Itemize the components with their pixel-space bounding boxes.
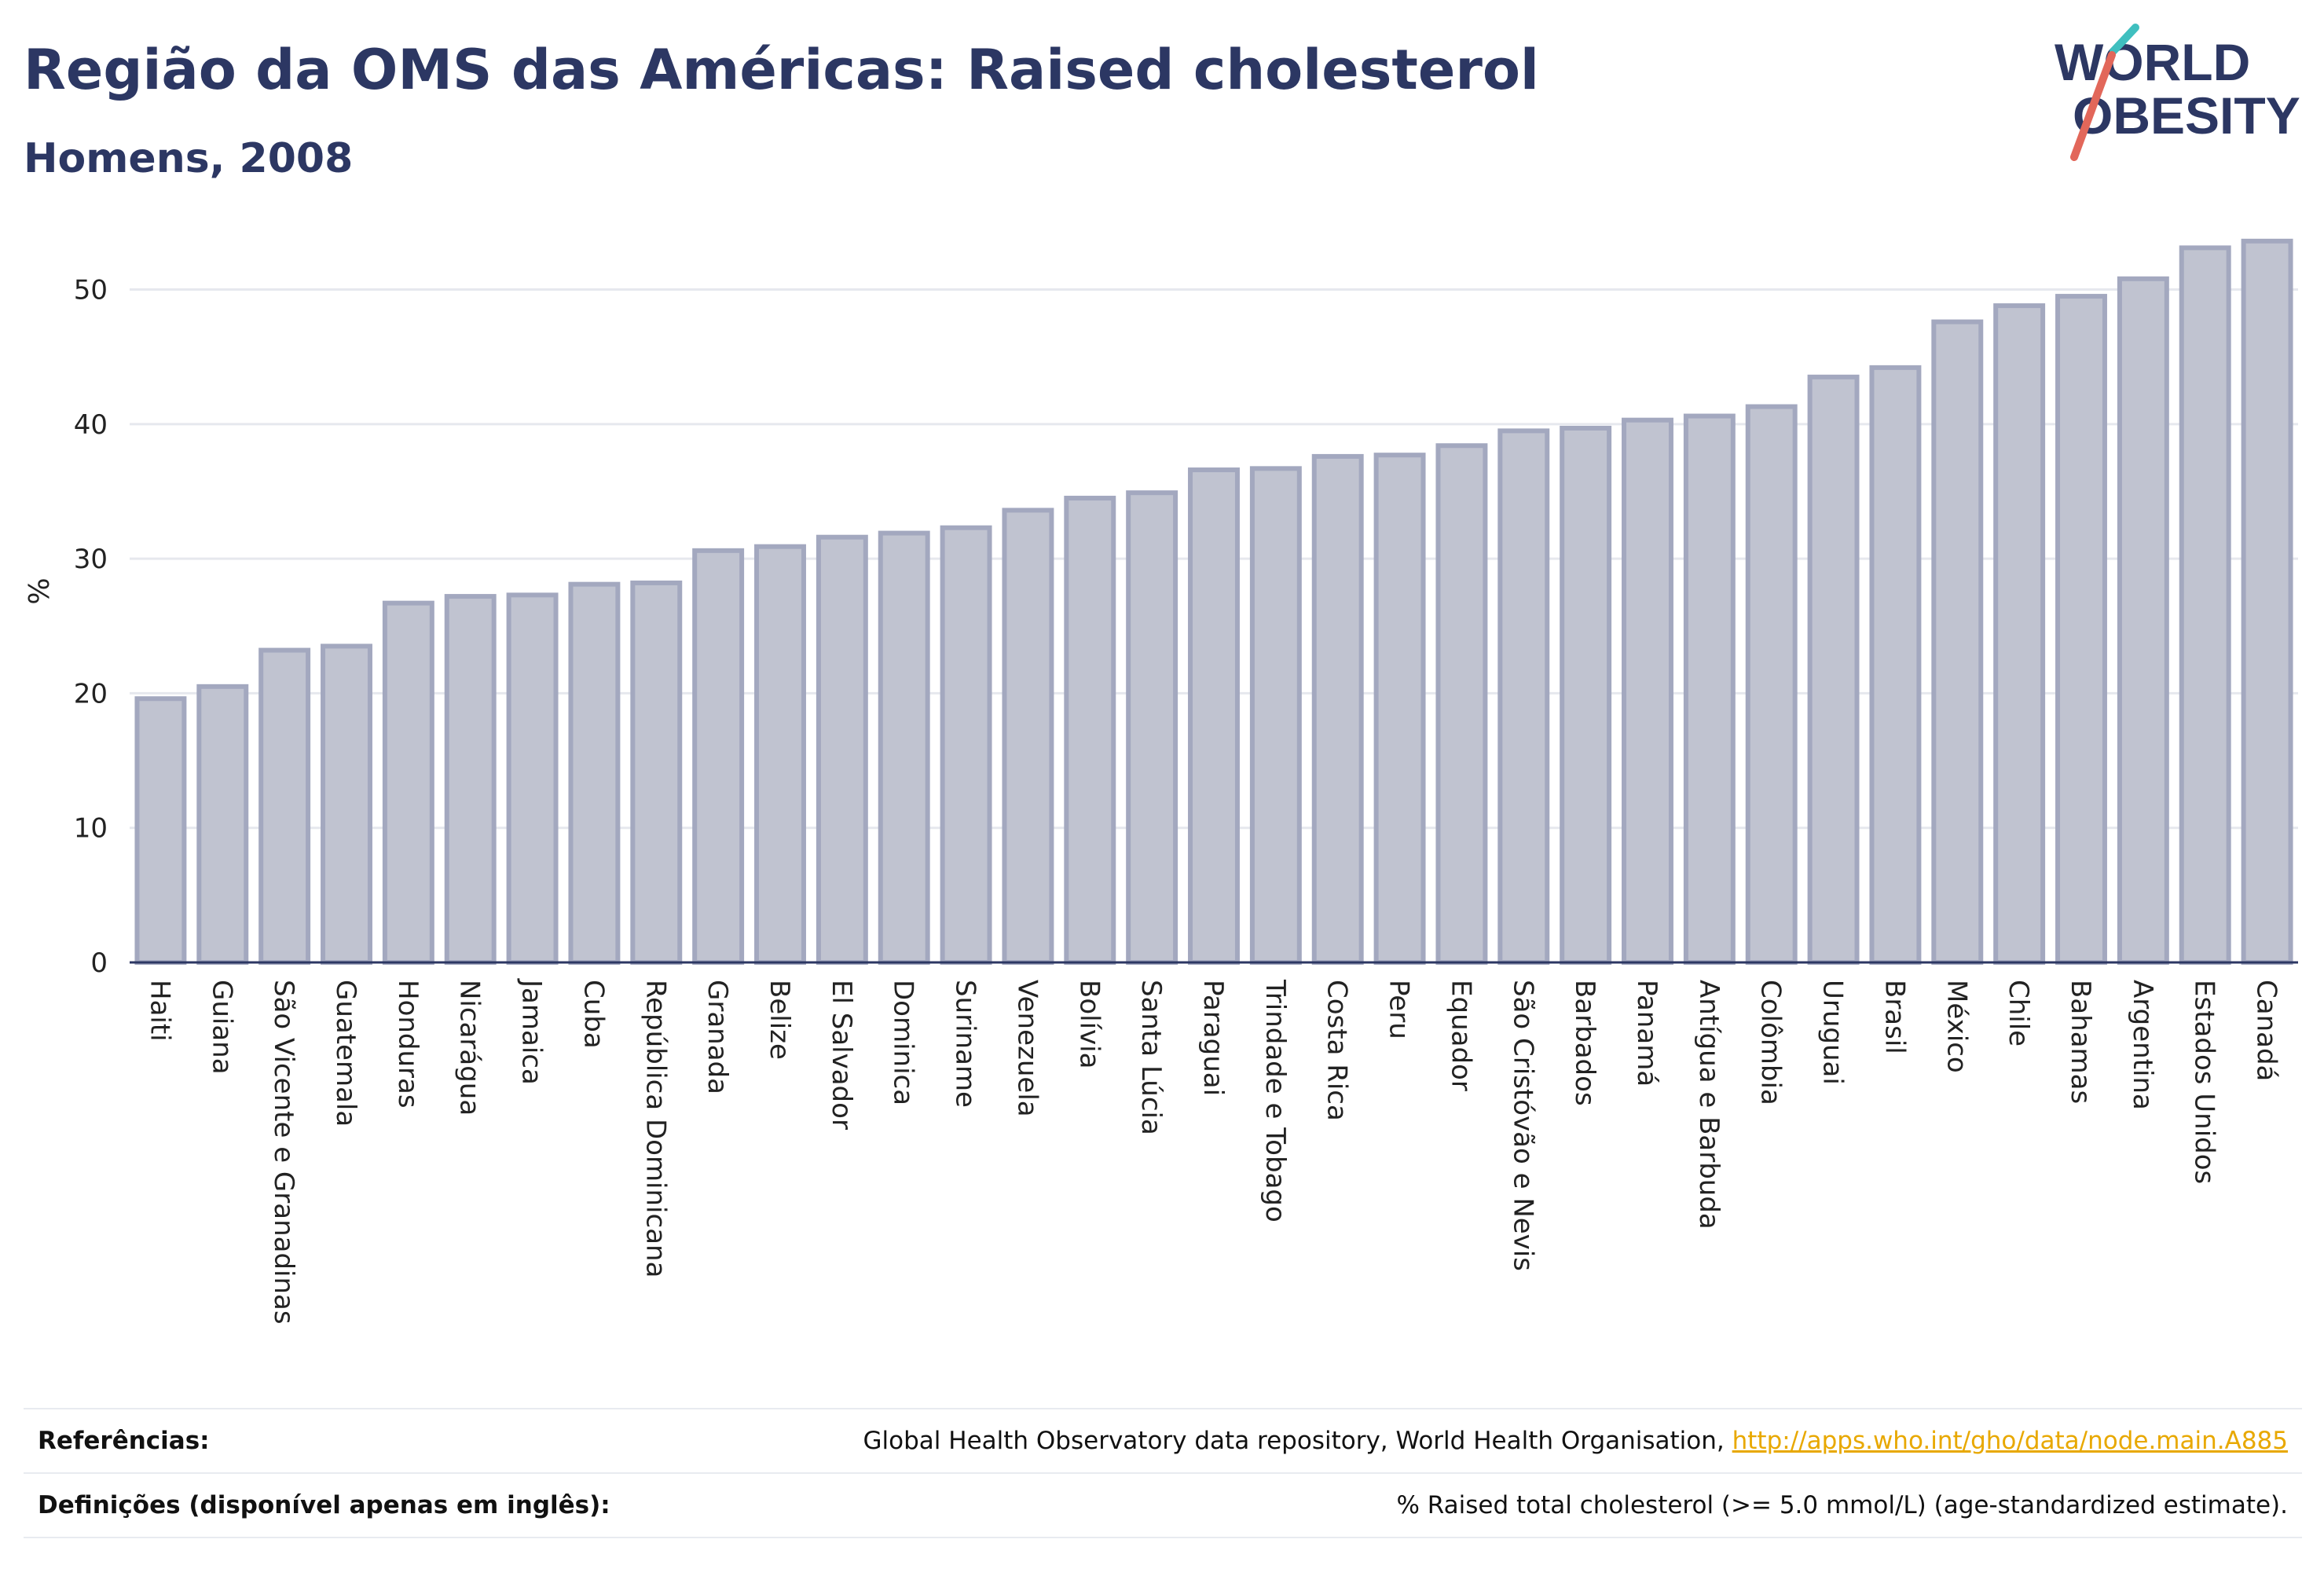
page-title: Região da OMS das Américas: Raised chole…: [24, 38, 1539, 102]
bar: [568, 581, 621, 965]
x-tick-label: Nicarágua: [454, 980, 486, 1116]
x-tick-label: Panamá: [1631, 980, 1662, 1087]
bar: [1311, 453, 1364, 965]
x-tick-label: Granada: [702, 980, 733, 1094]
y-tick-label: 30: [74, 544, 108, 575]
definitions-text: % Raised total cholesterol (>= 5.0 mmol/…: [1396, 1491, 2288, 1519]
bar: [2241, 238, 2293, 965]
x-axis-labels: Haiti Guiana São Vicente e Granadinas Guate…: [144, 978, 2282, 1325]
bar: [630, 580, 683, 965]
bar: [2179, 245, 2231, 965]
definitions-row: Definições (disponível apenas em inglês)…: [24, 1472, 2302, 1537]
x-tick-label: Venezuela: [1011, 980, 1043, 1117]
x-tick-label: El Salvador: [826, 980, 857, 1130]
bar: [1622, 417, 1673, 965]
x-tick-label: Suriname: [950, 980, 981, 1108]
bar: [816, 534, 868, 965]
bar: [2117, 276, 2169, 965]
x-tick-label: Peru: [1384, 980, 1415, 1039]
x-tick-label: Argentina: [2127, 980, 2158, 1110]
bar: [321, 643, 372, 965]
bar: [1188, 467, 1240, 965]
world-obesity-logo: WORLD OBESITY: [2055, 24, 2300, 161]
y-tick-label: 0: [90, 947, 108, 979]
y-tick-label: 20: [74, 678, 108, 709]
bar: [754, 544, 806, 965]
footer-divider: [24, 1537, 2302, 1538]
bar: [1002, 508, 1054, 965]
bar: [1869, 365, 1922, 965]
references-value: Global Health Observatory data repositor…: [863, 1427, 2288, 1455]
x-tick-label: Canadá: [2251, 980, 2282, 1081]
x-tick-label: Barbados: [1569, 980, 1600, 1106]
bar: [1064, 496, 1116, 965]
x-tick-label: Guiana: [206, 980, 237, 1075]
bar: [506, 592, 559, 965]
bar: [382, 600, 434, 966]
x-tick-label: Bolívia: [1073, 980, 1105, 1068]
x-tick-label: Bahamas: [2065, 980, 2096, 1104]
bar: [692, 548, 745, 965]
references-link[interactable]: http://apps.who.int/gho/data/node.main.A…: [1732, 1427, 2288, 1455]
x-tick-label: Estados Unidos: [2189, 980, 2220, 1184]
x-tick-label: Cuba: [577, 980, 609, 1049]
x-tick-label: México: [1941, 980, 1972, 1073]
bars: [134, 238, 2293, 966]
x-tick-label: Equador: [1445, 980, 1476, 1091]
x-tick-label: Honduras: [392, 980, 423, 1109]
y-tick-label: 50: [74, 275, 108, 306]
bar: [2055, 294, 2107, 966]
bar: [134, 696, 187, 966]
bar: [878, 530, 930, 965]
x-tick-label: Jamaica: [516, 978, 548, 1085]
x-tick-label: Santa Lúcia: [1135, 980, 1167, 1135]
bar: [940, 525, 992, 965]
bar: [1435, 443, 1488, 965]
references-row: Referências: Global Health Observatory d…: [24, 1408, 2302, 1472]
definitions-label: Definições (disponível apenas em inglês)…: [38, 1491, 610, 1519]
bar: [1497, 428, 1550, 965]
bar-chart: 0 10 20 30 40 50 Haiti Guiana São Vicente e Gra…: [24, 238, 2298, 1325]
x-tick-label: Brasil: [1879, 980, 1910, 1054]
svg-text:OBESITY: OBESITY: [2073, 86, 2300, 145]
y-tick-label: 10: [74, 813, 108, 845]
bar: [1683, 413, 1736, 965]
x-tick-label: Haiti: [144, 980, 175, 1042]
x-tick-label: São Vicente e Granadinas: [268, 980, 299, 1325]
page-subtitle: Homens, 2008: [24, 135, 354, 182]
bar: [444, 594, 497, 966]
references-text: Global Health Observatory data repositor…: [863, 1427, 1725, 1455]
x-tick-label: República Dominicana: [640, 980, 671, 1277]
x-tick-label: Colômbia: [1755, 980, 1787, 1105]
bar: [258, 647, 311, 965]
bar: [1373, 453, 1426, 965]
bar: [1993, 303, 2046, 965]
bar: [1249, 466, 1302, 965]
bar: [1931, 319, 1984, 965]
x-tick-label: Costa Rica: [1321, 980, 1353, 1121]
x-tick-label: Guatemala: [330, 980, 361, 1127]
references-label: Referências:: [38, 1427, 210, 1455]
bar: [1560, 425, 1612, 965]
x-tick-label: Chile: [2003, 980, 2034, 1046]
x-tick-label: Dominica: [888, 980, 919, 1105]
bar: [1807, 374, 1860, 966]
x-tick-label: Belize: [764, 980, 795, 1060]
bar: [196, 684, 249, 965]
bar: [1126, 490, 1178, 965]
x-tick-label: Antígua e Barbuda: [1693, 980, 1725, 1230]
y-axis-label: %: [24, 577, 56, 604]
x-tick-label: Trindade e Tobago: [1259, 979, 1291, 1222]
bar: [1745, 404, 1798, 965]
y-tick-label: 40: [74, 409, 108, 441]
svg-text:WORLD: WORLD: [2055, 33, 2250, 91]
x-tick-label: Paraguai: [1197, 980, 1229, 1096]
y-axis-ticks: 0 10 20 30 40 50: [74, 275, 108, 979]
x-tick-label: São Cristóvão e Nevis: [1507, 980, 1538, 1271]
x-tick-label: Uruguai: [1817, 980, 1849, 1085]
